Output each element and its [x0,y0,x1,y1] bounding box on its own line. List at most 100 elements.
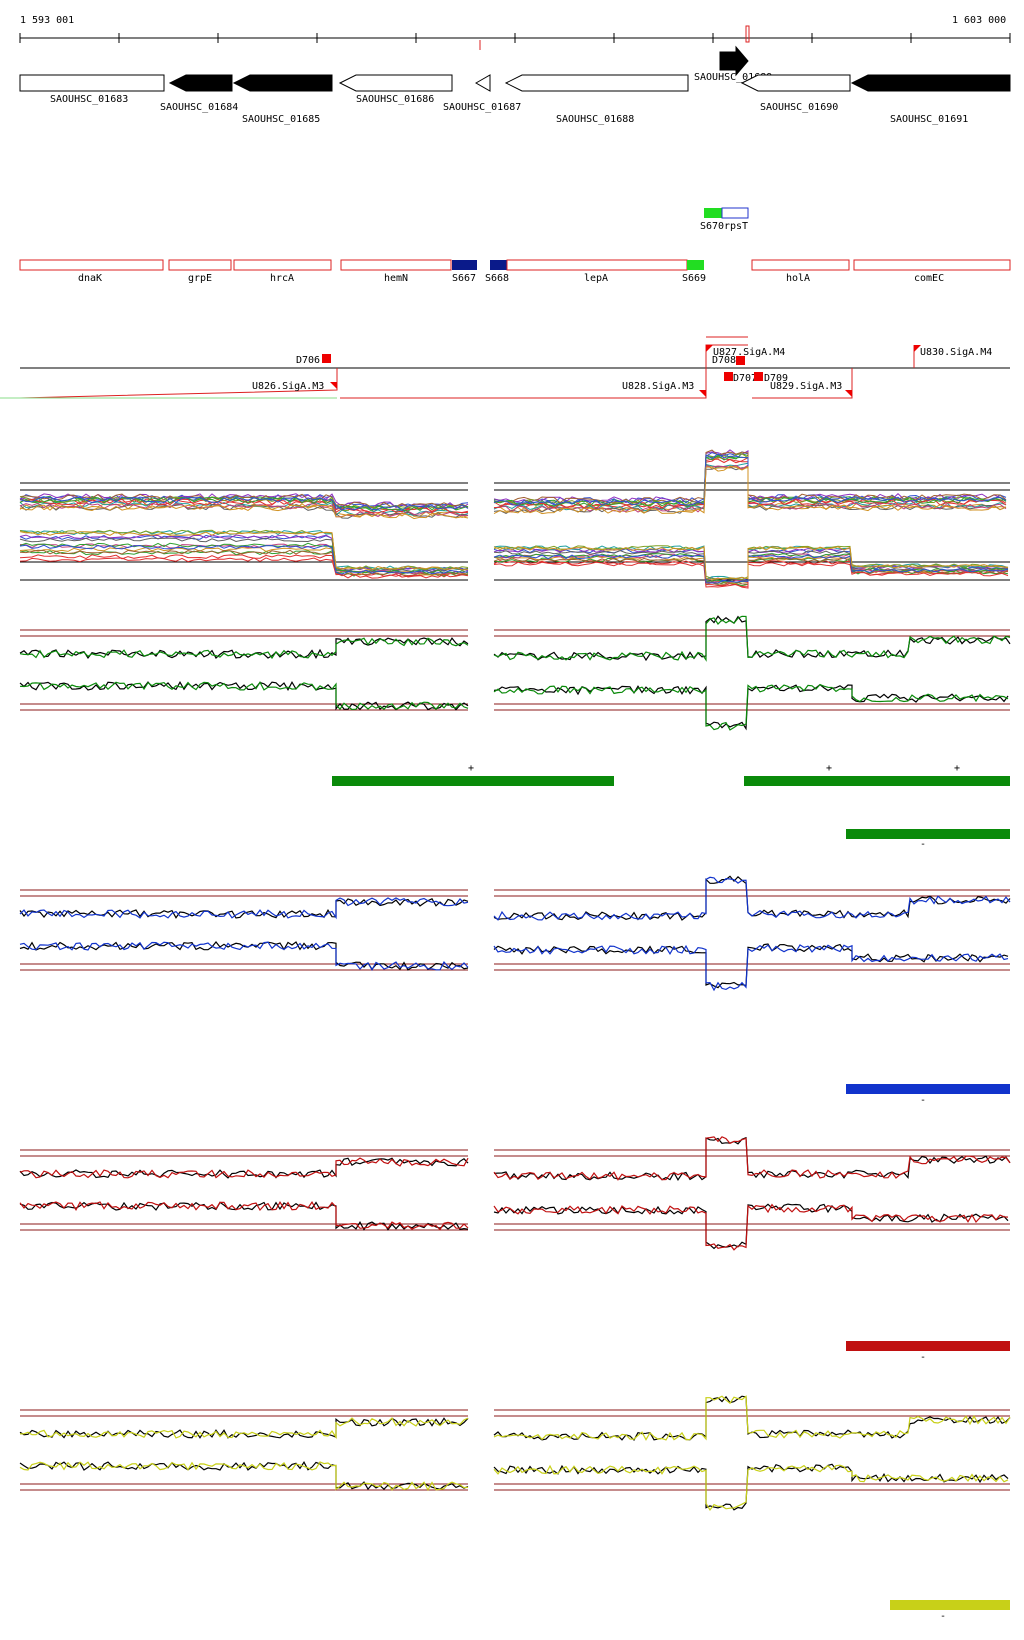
condition-trace [493,615,1011,662]
condition-trace [19,941,469,972]
hemn-label: hemN [384,273,408,284]
condition-trace [19,680,469,711]
s669-box[interactable] [687,260,704,270]
green-minus-mark: - [920,839,926,850]
condition-trace [493,1395,1011,1441]
d708-marker[interactable] [736,356,745,365]
d709-label: D709 [764,373,788,384]
multi-trace-lower-left [19,531,469,571]
lepa-box[interactable] [506,259,688,271]
reference-trace [493,1463,1009,1511]
rpst-feature[interactable] [721,207,749,219]
condition-trace [493,876,1011,921]
s670-label: S670 [700,221,724,232]
condition-panels: + + + - - - - [19,615,1011,1622]
multi-trace-lower-right [493,554,1009,584]
multi-trace-lower-right [493,545,1009,581]
hola-box[interactable] [751,259,850,271]
condition-trace [493,1203,1009,1251]
blue-minus-bar[interactable] [846,1084,1010,1094]
gene-label-8: SAOUHSC_01690 [760,102,838,113]
condition-trace [19,897,469,920]
gene-label-2: SAOUHSC_01684 [160,102,238,113]
multi-trace-upper-left [19,496,469,512]
dnak-box[interactable] [19,259,164,271]
condition-trace [19,637,469,660]
gene-arrow-2[interactable] [168,74,233,92]
condition-trace [19,1157,469,1179]
promoter-track: D706 U826.SigA.M3 U827.SigA.M4 D708 D707… [0,336,1010,399]
gene-arrow-6[interactable] [504,74,689,92]
gene-label-5: SAOUHSC_01687 [443,102,521,113]
condition-trace [493,683,1009,731]
s668-label: S668 [485,273,509,284]
green-plus-mark-2: + [826,763,832,774]
yellow-minus-bar[interactable] [890,1600,1010,1610]
condition-trace [493,1464,1009,1511]
ruler-end-label: 1 603 000 [952,15,1006,26]
gene-arrow-8[interactable] [740,74,851,92]
red-minus-bar[interactable] [846,1341,1010,1351]
condition-trace [19,1417,469,1440]
ruler-start-label: 1 593 001 [20,15,74,26]
yellow-minus-mark: - [940,1611,946,1622]
hemn-box[interactable] [340,259,452,271]
gene-arrow-1[interactable] [19,74,165,92]
rpst-label: rpsT [724,221,748,232]
reference-trace [493,1136,1011,1181]
gene-arrow-9[interactable] [850,74,1011,92]
yellow-condition-panel: - [19,1395,1011,1622]
condition-trace [493,1136,1011,1181]
d706-label: D706 [296,355,320,366]
blue-minus-mark: - [920,1095,926,1106]
annotation-track: dnaK grpE hrcA hemN S667 S668 lepA S669 … [19,259,1011,284]
hrca-box[interactable] [233,259,332,271]
d709-marker[interactable] [754,372,763,381]
reference-trace [19,637,469,659]
ruler-marker [745,25,750,43]
d707-marker[interactable] [724,372,733,381]
d706-marker[interactable] [322,354,331,363]
condition-trace [19,1200,469,1231]
green-minus-bar[interactable] [846,829,1010,839]
multi-trace-upper-left [19,501,469,517]
condition-trace [493,944,1009,992]
s669-label: S669 [682,273,706,284]
gene-track: SAOUHSC_01683 SAOUHSC_01684 SAOUHSC_0168… [19,45,1011,125]
comec-label: comEC [914,273,944,284]
green-plus-bar-2[interactable] [744,776,1010,786]
multi-trace-upper-left [19,496,469,512]
s670-feature[interactable] [704,208,722,218]
multi-trace-upper-right [493,465,1007,515]
condition-trace [19,1461,469,1492]
upper-feature-track: S670 rpsT [700,207,749,232]
red-minus-mark: - [920,1352,926,1363]
gene-label-9: SAOUHSC_01691 [890,114,968,125]
reference-trace [19,1201,469,1231]
dnak-label: dnaK [78,273,102,284]
reference-trace [493,1203,1009,1250]
green-plus-mark-1: + [468,763,474,774]
red-condition-panel: - [19,1136,1011,1363]
grpe-box[interactable] [168,259,232,271]
s668-box[interactable] [490,260,507,270]
gene-arrow-5[interactable] [474,74,491,92]
multi-trace-lower-right [493,552,1009,583]
d707-label: D707 [733,373,757,384]
s667-box[interactable] [452,260,477,270]
gene-label-7: SAOUHSC_01689 [694,72,772,83]
u827-label: U827.SigA.M4 [713,347,785,358]
u830-label: U830.SigA.M4 [920,347,992,358]
u829-label: U829.SigA.M3 [770,381,842,392]
gene-arrow-7[interactable] [719,45,749,77]
multi-trace-lower-left [19,546,469,576]
green-plus-bar-1[interactable] [332,776,614,786]
multi-condition-expression-plot [19,449,1010,589]
s667-label: S667 [452,273,476,284]
u828-label: U828.SigA.M3 [622,381,694,392]
u826-label: U826.SigA.M3 [252,381,324,392]
gene-arrow-4[interactable] [338,74,453,92]
comec-box[interactable] [853,259,1011,271]
gene-arrow-3[interactable] [232,74,333,92]
